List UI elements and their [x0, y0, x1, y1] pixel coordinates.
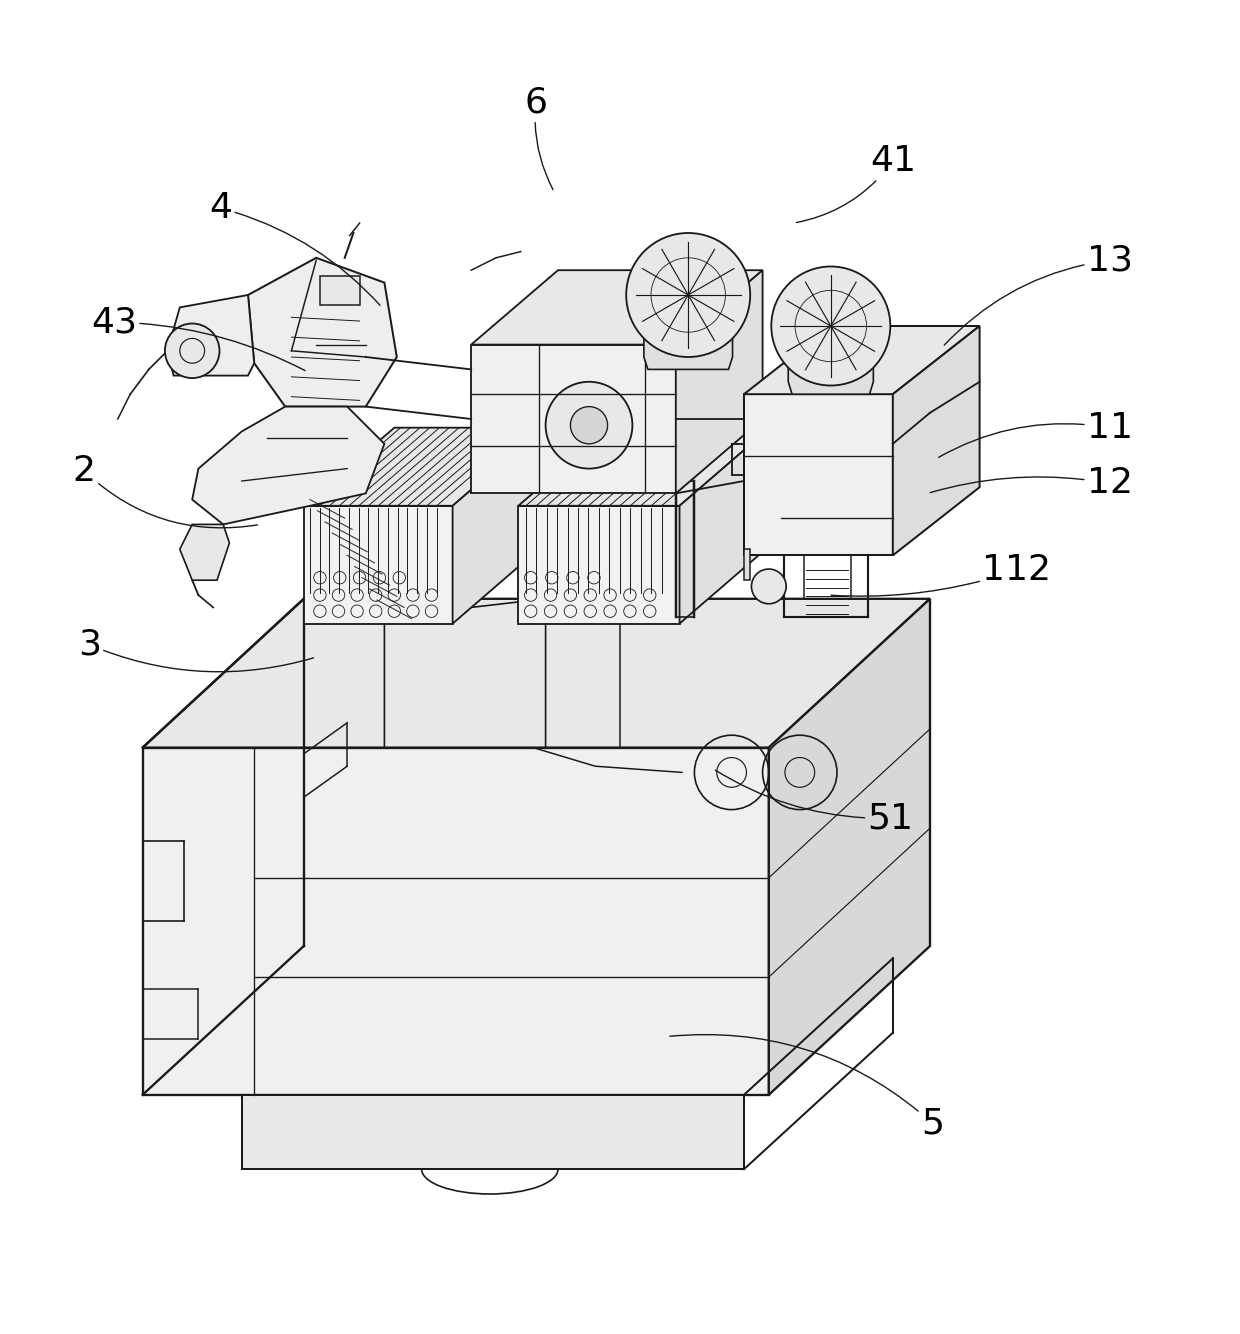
Circle shape: [751, 570, 786, 604]
Polygon shape: [471, 344, 676, 494]
Polygon shape: [192, 407, 384, 524]
Circle shape: [626, 233, 750, 358]
Polygon shape: [676, 271, 763, 494]
Text: 13: 13: [945, 243, 1133, 346]
Circle shape: [771, 267, 890, 386]
Polygon shape: [143, 599, 930, 747]
Polygon shape: [744, 325, 980, 395]
Circle shape: [165, 324, 219, 378]
Circle shape: [570, 407, 608, 444]
Polygon shape: [143, 747, 769, 1095]
Polygon shape: [167, 295, 254, 376]
Text: 6: 6: [525, 85, 553, 189]
Polygon shape: [320, 276, 360, 305]
Text: 5: 5: [670, 1035, 944, 1141]
Polygon shape: [769, 599, 930, 1095]
Polygon shape: [304, 428, 543, 506]
Circle shape: [546, 382, 632, 468]
Text: 51: 51: [715, 770, 914, 835]
Polygon shape: [893, 325, 980, 555]
Text: 2: 2: [73, 454, 258, 528]
Polygon shape: [471, 271, 763, 344]
Polygon shape: [789, 313, 873, 395]
Polygon shape: [518, 428, 770, 506]
Text: 12: 12: [930, 467, 1133, 500]
Polygon shape: [744, 550, 750, 580]
Polygon shape: [453, 428, 543, 623]
Polygon shape: [248, 257, 397, 407]
Text: 41: 41: [796, 144, 916, 223]
Polygon shape: [680, 428, 770, 623]
Text: 4: 4: [210, 191, 381, 305]
Polygon shape: [644, 283, 733, 370]
Text: 11: 11: [939, 411, 1133, 458]
Polygon shape: [518, 506, 680, 623]
Text: 112: 112: [831, 554, 1052, 596]
Polygon shape: [304, 506, 453, 623]
Polygon shape: [242, 1095, 744, 1169]
Polygon shape: [180, 524, 229, 580]
Polygon shape: [744, 395, 893, 555]
Text: 3: 3: [78, 628, 314, 672]
Text: 43: 43: [91, 305, 305, 371]
